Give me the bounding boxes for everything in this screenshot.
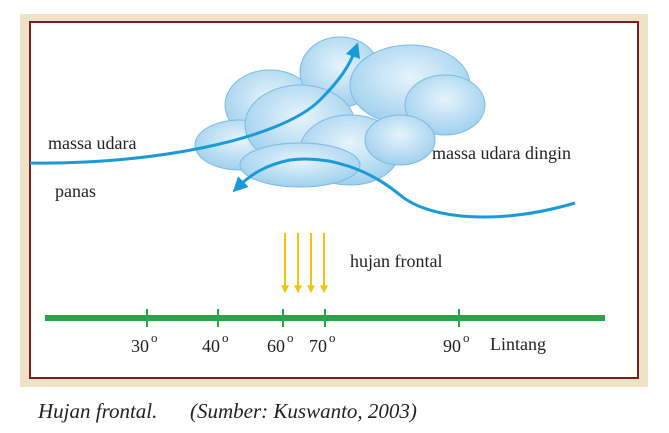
caption-source: (Sumber: Kuswanto, 2003) (190, 399, 417, 423)
label: massa udara (48, 133, 136, 153)
tick-degree: o (222, 330, 229, 345)
axis-unit: Lintang (490, 334, 546, 354)
label: panas (55, 181, 96, 201)
tick-degree: o (287, 330, 294, 345)
caption-title: Hujan frontal. (37, 399, 157, 423)
ticks: 30 o 40 o 60 o 70 o 90 o (131, 309, 470, 356)
tick-degree: o (463, 330, 470, 345)
cold-front (232, 157, 576, 219)
tick-degree: o (329, 330, 336, 345)
tick-label: 90 (443, 336, 461, 356)
warm-front (29, 42, 361, 165)
tick-degree: o (151, 330, 158, 345)
tick-label: 40 (202, 336, 220, 356)
tick-label: 70 (309, 336, 327, 356)
label: massa udara dingin (432, 143, 571, 163)
tick-label: 60 (267, 336, 285, 356)
tick-label: 30 (131, 336, 149, 356)
rain-arrows (281, 233, 328, 294)
label: hujan frontal (350, 251, 442, 271)
